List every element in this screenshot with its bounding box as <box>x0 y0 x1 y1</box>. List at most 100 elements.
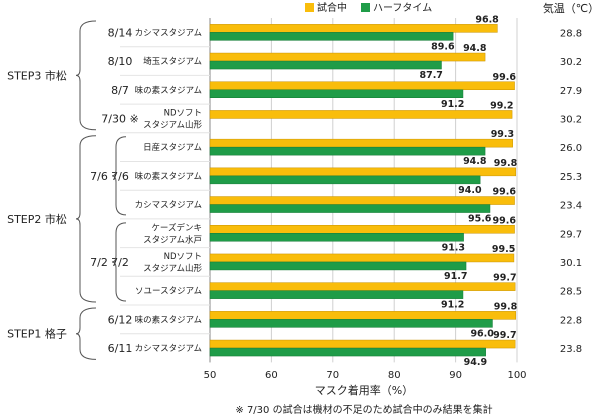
step-group-label: STEP1 格子 <box>7 327 67 341</box>
bar-halftime <box>209 89 464 98</box>
venue-label: 味の素スタジアム <box>135 171 202 182</box>
data-label-during-match: 99.6 <box>493 215 517 226</box>
bar-halftime <box>209 175 481 185</box>
legend-swatch-halftime <box>361 3 370 12</box>
temperature-value: 25.3 <box>560 172 582 183</box>
date-label: 8/10 <box>108 55 133 68</box>
data-label-during-match: 99.8 <box>494 301 518 312</box>
temperature-column: 気温（℃） 28.8 30.2 27.9 30.2 26.0 25.3 23.4 29.7 30… <box>543 1 599 355</box>
bar-halftime <box>209 204 491 213</box>
venue-label: カシマスタジアム <box>135 28 202 38</box>
bar-during-match <box>209 81 515 90</box>
temperature-value: 30.2 <box>560 57 582 68</box>
venue-label: 埼玉スタジアム <box>143 56 202 67</box>
temperature-value: 30.2 <box>560 114 582 125</box>
venue-label: NDソフト <box>164 252 202 262</box>
date-label: 8/14 <box>108 26 133 39</box>
data-label-during-match: 99.8 <box>494 158 518 169</box>
temperature-value: 28.8 <box>560 28 582 39</box>
legend-label-halftime: ハーフタイム <box>373 2 432 14</box>
data-label-halftime: 91.2 <box>441 300 464 311</box>
venue-labels: カシマスタジアム埼玉スタジアム味の素スタジアムNDソフトスタジアム山形日産スタジ… <box>135 28 203 354</box>
temperature-value: 28.5 <box>560 287 582 298</box>
gridlines <box>120 18 518 363</box>
bar-during-match <box>209 225 515 234</box>
data-label-during-match: 99.3 <box>491 129 514 140</box>
data-label-during-match: 99.5 <box>492 244 515 255</box>
venue-label: スタジアム山形 <box>143 263 202 274</box>
legend-label-during-match: 試合中 <box>317 1 347 14</box>
data-label-halftime: 91.7 <box>444 271 467 282</box>
x-axis: マスク着用率（%） 50 60 70 80 90 100 <box>204 370 527 397</box>
date-label: 8/7 <box>111 84 129 97</box>
data-label-during-match: 99.7 <box>493 330 516 341</box>
step-brace <box>75 135 97 303</box>
bar-during-match <box>209 110 513 119</box>
legend: 試合中 ハーフタイム <box>305 1 432 14</box>
venue-label: 日産スタジアム <box>143 142 202 153</box>
legend-swatch-during-match <box>305 3 314 12</box>
data-label-during-match: 99.6 <box>493 187 517 198</box>
group-labels: 8/14 8/10 8/7 7/30 ※ 7/6 7/2 6/12 6/11 STEP3 市松 S… <box>7 20 139 360</box>
venue-label: ソユースタジアム <box>135 287 202 297</box>
data-label-halftime: 94.8 <box>463 156 487 167</box>
temperature-value: 30.1 <box>560 258 582 269</box>
step-group-label: STEP2 市松 <box>7 212 67 226</box>
venue-label: スタジアム山形 <box>143 119 202 130</box>
date-brace <box>111 136 127 216</box>
venue-label: 味の素スタジアム <box>135 85 202 96</box>
data-label-halftime: 94.0 <box>458 185 482 196</box>
bar-during-match <box>209 339 516 349</box>
bar-halftime <box>209 319 493 328</box>
x-tick-label: 70 <box>326 370 339 381</box>
bar-during-match <box>209 138 513 148</box>
venue-label: カシマスタジアム <box>135 344 202 354</box>
bar-halftime <box>209 261 467 271</box>
x-tick-label: 80 <box>388 370 401 381</box>
bar-halftime <box>209 233 464 242</box>
date-brace <box>111 222 127 302</box>
data-label-during-match: 99.2 <box>490 100 513 111</box>
venue-label: ケーズデンキ <box>151 222 202 233</box>
temperature-header: 気温（℃） <box>543 1 599 15</box>
data-label-halftime: 94.9 <box>464 357 487 368</box>
venue-label: NDソフト <box>164 108 202 118</box>
temperature-value: 23.8 <box>560 344 582 355</box>
bar-during-match <box>209 52 486 62</box>
data-label-halftime: 89.6 <box>431 41 455 52</box>
temperature-value: 29.7 <box>560 229 582 240</box>
temperature-value: 27.9 <box>560 86 582 97</box>
venue-label: カシマスタジアム <box>135 201 202 211</box>
step-brace <box>75 307 97 360</box>
data-label-during-match: 96.8 <box>475 14 499 25</box>
x-axis-label: マスク着用率（%） <box>315 383 413 397</box>
bar-halftime <box>209 146 486 156</box>
temperature-value: 26.0 <box>560 143 582 154</box>
date-label: 6/11 <box>108 342 133 355</box>
data-label-halftime: 91.3 <box>442 242 465 253</box>
data-label-halftime: 87.7 <box>419 70 442 81</box>
bar-during-match <box>209 196 515 205</box>
bar-during-match <box>209 167 517 177</box>
footnote: ※ 7/30 の試合は機材の不足のため試合中のみ結果を集計 <box>235 403 492 416</box>
bar-halftime <box>209 290 464 299</box>
data-label-during-match: 99.6 <box>493 72 517 83</box>
bar-during-match <box>209 253 515 263</box>
x-tick-label: 60 <box>265 370 278 381</box>
x-tick-label: 50 <box>204 370 217 381</box>
data-label-during-match: 99.7 <box>493 273 516 284</box>
venue-label: スタジアム水戸 <box>143 234 202 245</box>
bars: 96.8 89.6 94.8 87.7 99.6 91.2 99.2 99.3 94.8 99.8… <box>209 14 518 368</box>
temperature-value: 22.8 <box>560 315 582 326</box>
x-tick-label: 100 <box>507 370 526 381</box>
bar-halftime <box>209 347 486 357</box>
temperature-value: 23.4 <box>560 201 582 212</box>
data-label-halftime: 95.6 <box>468 214 492 225</box>
step-brace <box>75 20 97 131</box>
bar-halftime <box>209 32 454 41</box>
date-group-label: 7/2 <box>90 256 108 269</box>
venue-label: 味の素スタジアム <box>135 314 202 325</box>
date-label: 7/30 ※ <box>101 112 138 125</box>
data-label-during-match: 94.8 <box>463 43 487 54</box>
